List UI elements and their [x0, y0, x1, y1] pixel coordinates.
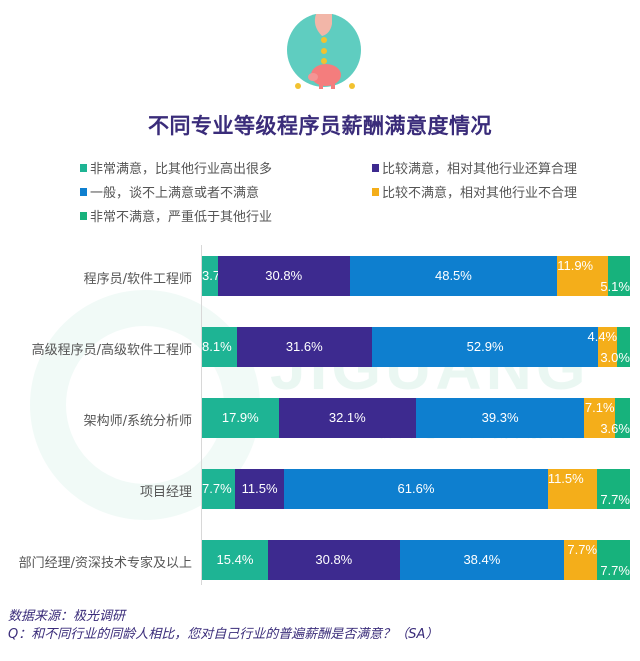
bar-segment: 11.5% [234, 469, 285, 509]
legend-label: 比较不满意，相对其他行业不合理 [382, 186, 578, 201]
bar-segment: 7.7% [597, 540, 630, 580]
value-label: 5.1% [600, 279, 630, 294]
legend-label: 非常满意，比其他行业高出很多 [90, 162, 273, 177]
bar-segment: 5.1% [600, 256, 630, 296]
data-source: 数据来源：极光调研 [8, 609, 126, 624]
category-label: 程序员/软件工程师 [83, 272, 192, 287]
chart-title: 不同专业等级程序员薪酬满意度情况 [148, 114, 492, 138]
bar-segment: 3.6% [600, 398, 630, 438]
bar-segment: 30.8% [267, 540, 400, 580]
value-label: 11.5% [547, 471, 584, 486]
legend-item-neutral: 一般，谈不上满意或者不满意 [80, 182, 259, 201]
legend-item-very-dissatisfied: 非常不满意，严重低于其他行业 [80, 206, 272, 225]
bar-segment: 3.0% [600, 327, 630, 367]
legend-item-fairly-satisfied: 比较满意，相对其他行业还算合理 [372, 158, 577, 177]
category-label: 架构师/系统分析师 [83, 414, 192, 429]
value-label: 11.9% [557, 258, 594, 273]
legend-swatch [80, 211, 87, 220]
value-label: 7.7% [600, 563, 630, 578]
legend-item-very-satisfied: 非常满意，比其他行业高出很多 [80, 158, 272, 177]
legend-swatch [372, 163, 379, 172]
y-axis-line [201, 245, 202, 585]
legend-item-fairly-dissatisfied: 比较不满意，相对其他行业不合理 [372, 182, 577, 201]
bar-segment: 7.1% [584, 398, 615, 438]
value-label: 7.7% [567, 542, 598, 557]
value-label: 61.6% [397, 481, 435, 496]
value-label: 15.4% [216, 552, 254, 567]
bar-segment: 7.7% [597, 469, 630, 509]
bar-segment: 39.3% [415, 398, 585, 438]
bar-segment: 4.4% [587, 327, 618, 367]
bar-segment: 31.6% [236, 327, 372, 367]
bar-segment: 48.5% [349, 256, 558, 296]
legend-swatch [80, 187, 87, 196]
value-label: 48.5% [434, 268, 472, 283]
stacked-bar: 3.7% 30.8% 48.5% 11.9% 5.1% [202, 256, 630, 296]
legend-swatch [80, 163, 87, 172]
value-label: 7.7% [202, 481, 232, 496]
bar-segment: 11.5% [547, 469, 598, 509]
footer: 数据来源：极光调研 Q：和不同行业的同龄人相比，您对自己行业的普遍薪酬是否满意？… [8, 608, 438, 644]
stacked-bar: 7.7% 11.5% 61.6% 11.5% 7.7% [202, 469, 630, 509]
legend-label: 一般，谈不上满意或者不满意 [90, 186, 260, 201]
value-label: 30.8% [265, 268, 303, 283]
bar-segment: 7.7% [202, 469, 235, 509]
category-label: 部门经理/资深技术专家及以上 [18, 556, 192, 571]
value-label: 30.8% [315, 552, 353, 567]
bar-segment: 3.7% [202, 256, 232, 296]
legend-label: 比较满意，相对其他行业还算合理 [382, 162, 578, 177]
value-label: 52.9% [466, 339, 504, 354]
legend: 非常满意，比其他行业高出很多 比较满意，相对其他行业还算合理 一般，谈不上满意或… [0, 156, 640, 226]
bar-segment: 32.1% [278, 398, 416, 438]
survey-question: Q：和不同行业的同龄人相比，您对自己行业的普遍薪酬是否满意？（SA） [8, 627, 439, 642]
value-label: 3.6% [600, 421, 630, 436]
legend-label: 非常不满意，严重低于其他行业 [90, 210, 273, 225]
value-label: 7.1% [584, 400, 615, 415]
value-label: 32.1% [328, 410, 366, 425]
category-label: 项目经理 [139, 485, 192, 500]
bar-segment: 30.8% [217, 256, 350, 296]
bar-segment: 17.9% [202, 398, 279, 438]
bar-segment: 8.1% [202, 327, 237, 367]
legend-swatch [372, 187, 379, 196]
value-label: 8.1% [202, 339, 232, 354]
piggy-bank-icon [286, 0, 362, 92]
value-label: 31.6% [285, 339, 323, 354]
value-label: 39.3% [481, 410, 519, 425]
bar-segment: 11.9% [557, 256, 609, 296]
value-label: 38.4% [463, 552, 501, 567]
value-label: 7.7% [600, 492, 630, 507]
category-label: 高级程序员/高级软件工程师 [31, 343, 192, 358]
value-label: 3.0% [600, 350, 630, 365]
value-label: 4.4% [587, 329, 618, 344]
bar-segment: 38.4% [399, 540, 565, 580]
stacked-bar: 17.9% 32.1% 39.3% 7.1% 3.6% [202, 398, 630, 438]
value-label: 11.5% [241, 481, 278, 496]
bar-segment: 61.6% [284, 469, 548, 509]
stacked-bar: 8.1% 31.6% 52.9% 4.4% 3.0% [202, 327, 630, 367]
stacked-bar: 15.4% 30.8% 38.4% 7.7% 7.7% [202, 540, 630, 580]
value-label: 17.9% [221, 410, 259, 425]
bar-segment: 52.9% [371, 327, 599, 367]
bar-segment: 7.7% [564, 540, 598, 580]
bar-segment: 15.4% [202, 540, 268, 580]
